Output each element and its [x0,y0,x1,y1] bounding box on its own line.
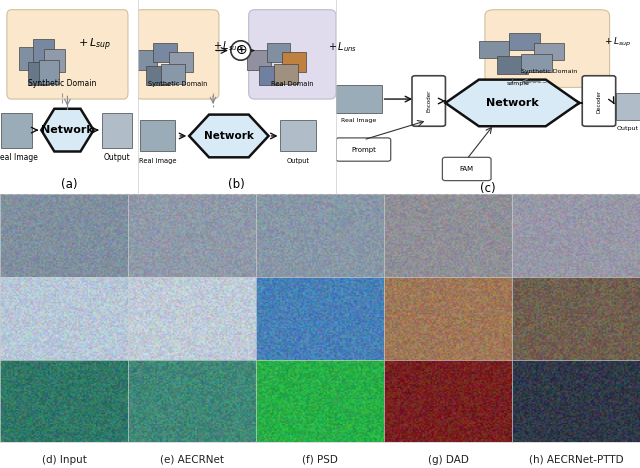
Bar [534,43,564,60]
Text: $+ \, L_{sup}$: $+ \, L_{sup}$ [604,36,630,49]
Bar [38,60,59,83]
Bar [259,66,282,86]
Text: (a): (a) [61,178,77,191]
Text: Output: Output [104,153,131,162]
Text: Synthetic Domain: Synthetic Domain [521,69,577,74]
Bar [280,120,316,152]
Bar [616,93,640,120]
Bar [134,51,157,70]
Polygon shape [189,115,269,157]
Bar [140,120,175,152]
Text: $+ \, L_{sup}$: $+ \, L_{sup}$ [79,37,111,53]
Text: Output: Output [617,126,639,131]
Text: $+ \, L_{sup}$: $+ \, L_{sup}$ [213,39,242,54]
FancyBboxPatch shape [485,10,609,88]
Circle shape [231,41,251,60]
Text: Network: Network [486,98,539,108]
Bar [1,113,31,147]
FancyBboxPatch shape [249,10,336,99]
Text: Real Image: Real Image [139,158,176,164]
Text: $\oplus$: $\oplus$ [235,43,247,57]
Text: (g) DAD: (g) DAD [428,454,468,465]
Bar [170,52,193,72]
Bar [19,47,40,70]
Bar [161,64,185,83]
Bar [33,39,54,62]
Text: (h) AECRNet-PTTD: (h) AECRNet-PTTD [529,454,623,465]
Text: Output: Output [287,158,310,164]
FancyBboxPatch shape [412,76,445,126]
Bar [44,49,65,72]
Bar [497,56,527,74]
Text: Real Domain: Real Domain [271,80,314,87]
FancyBboxPatch shape [136,10,219,99]
Text: Synthetic Domain: Synthetic Domain [28,79,96,88]
Text: Synthetic Domain: Synthetic Domain [148,80,207,87]
Text: Real Image: Real Image [341,118,376,123]
Text: FAM: FAM [460,166,474,172]
Text: (f) PSD: (f) PSD [302,454,338,465]
Bar [145,66,170,86]
FancyBboxPatch shape [442,157,491,181]
Text: (c): (c) [480,182,496,195]
Bar [28,62,48,86]
Bar [154,43,177,62]
Bar [336,86,381,113]
Polygon shape [445,80,579,126]
Text: Prompt: Prompt [351,146,376,153]
Bar [479,41,509,58]
Text: (e) AECRNet: (e) AECRNet [160,454,224,465]
Text: Decoder: Decoder [596,89,602,113]
Bar [522,54,552,72]
Text: $+ \, L_{uns}$: $+ \, L_{uns}$ [328,40,357,53]
FancyBboxPatch shape [7,10,128,99]
Polygon shape [41,109,93,152]
Text: (d) Input: (d) Input [42,454,86,465]
Bar [275,64,298,83]
Text: Network: Network [41,125,94,135]
Text: Encoder: Encoder [426,90,431,112]
Text: Network: Network [204,131,254,141]
FancyBboxPatch shape [582,76,616,126]
Bar [102,113,132,147]
Text: sample: sample [507,81,530,86]
Bar [282,52,307,72]
Bar [247,51,271,70]
Bar [509,33,540,51]
FancyBboxPatch shape [336,138,390,161]
Text: (b): (b) [228,178,245,191]
Bar [267,43,291,62]
Text: Real Image: Real Image [0,153,38,162]
